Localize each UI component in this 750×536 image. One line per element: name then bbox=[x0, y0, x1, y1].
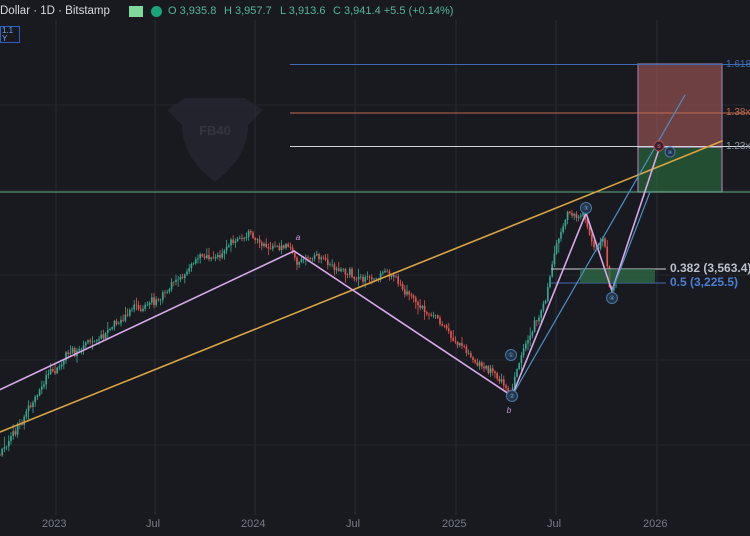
svg-text:③: ③ bbox=[583, 205, 588, 212]
svg-text:④: ④ bbox=[668, 149, 673, 156]
svg-text:②: ② bbox=[509, 393, 514, 400]
svg-text:⑤: ⑤ bbox=[657, 143, 662, 150]
svg-text:①: ① bbox=[508, 352, 513, 359]
svg-text:b: b bbox=[507, 405, 512, 415]
svg-text:a: a bbox=[296, 232, 301, 242]
svg-text:④: ④ bbox=[609, 295, 614, 302]
